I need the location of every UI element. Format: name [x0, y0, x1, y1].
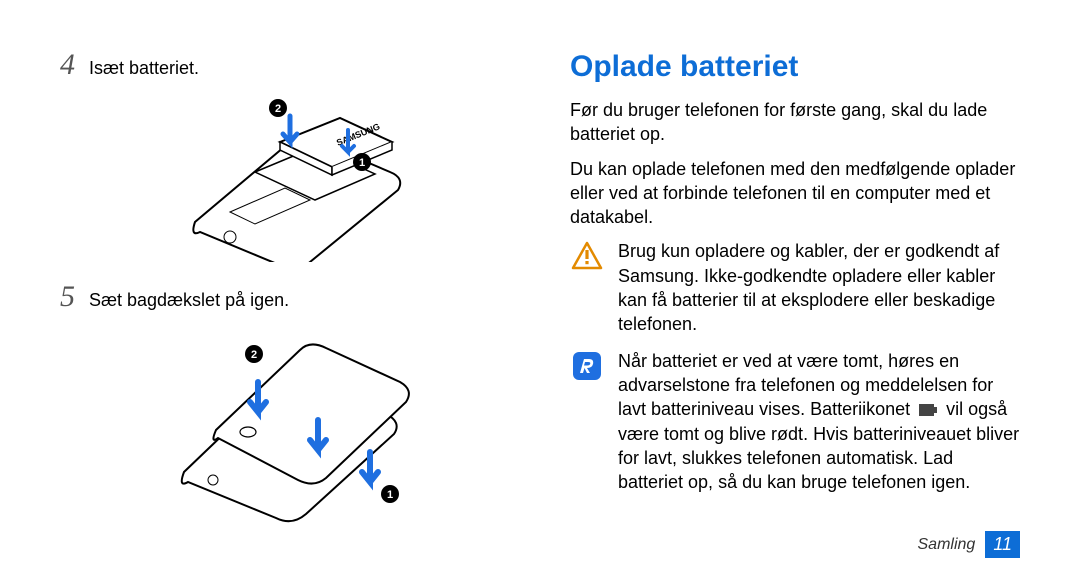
arrow-icon [283, 116, 297, 142]
step-text: Sæt bagdækslet på igen. [89, 290, 289, 311]
step-text: Isæt batteriet. [89, 58, 199, 79]
paragraph: Før du bruger telefonen for første gang,… [570, 98, 1020, 147]
callout-1: 1 [387, 489, 393, 501]
step-number: 5 [60, 282, 75, 312]
info-text: Når batteriet er ved at være tomt, høres… [618, 349, 1020, 495]
info-icon [570, 349, 604, 495]
page-heading: Oplade batteriet [570, 50, 1020, 84]
footer-section-label: Samling [918, 536, 976, 554]
battery-icon [919, 399, 937, 413]
warning-text: Brug kun opladere og kabler, der er godk… [618, 239, 1020, 336]
callout-1: 1 [359, 157, 365, 169]
info-note: Når batteriet er ved at være tomt, høres… [570, 349, 1020, 495]
warning-note: Brug kun opladere og kabler, der er godk… [570, 239, 1020, 336]
right-column: Oplade batteriet Før du bruger telefonen… [570, 50, 1020, 546]
illustration-replace-cover: 2 1 [60, 324, 500, 524]
paragraph: Du kan oplade telefonen med den medfølge… [570, 157, 1020, 230]
left-column: 4 Isæt batteriet. SAMSUNG [60, 50, 500, 546]
callout-2: 2 [275, 103, 281, 115]
warning-icon [570, 239, 604, 336]
callout-2: 2 [251, 349, 257, 361]
step-number: 4 [60, 50, 75, 80]
step-4: 4 Isæt batteriet. [60, 50, 500, 80]
footer-page-number: 11 [985, 531, 1020, 558]
illustration-insert-battery: SAMSUNG 1 2 [60, 92, 500, 262]
page-footer: Samling 11 [918, 531, 1021, 558]
step-5: 5 Sæt bagdækslet på igen. [60, 282, 500, 312]
